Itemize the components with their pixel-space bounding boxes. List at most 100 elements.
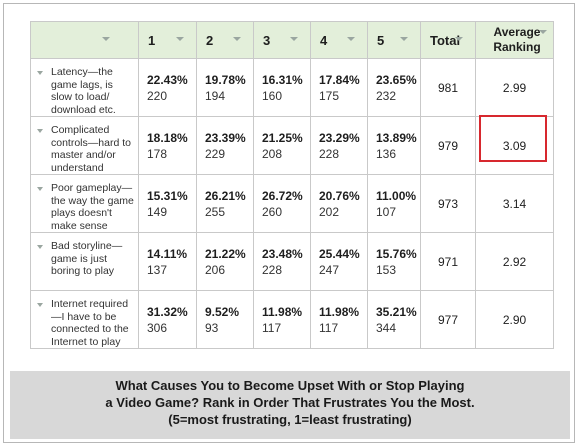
row-label: Bad storyline—game is just boring to pla…: [51, 240, 123, 277]
rank-percent: 23.65%: [376, 72, 417, 87]
sort-caret-icon[interactable]: [400, 37, 408, 41]
header-col-4-label: 4: [320, 32, 328, 48]
rank-count: 247: [319, 262, 340, 277]
rank-count: 202: [319, 204, 340, 219]
average-ranking-cell: 3.09: [475, 115, 554, 175]
table-row: Bad storyline—game is just boring to pla…: [30, 232, 554, 291]
table-row: Latency—the game lags, is slow to load/ …: [30, 58, 554, 117]
header-average-label: Average Ranking: [493, 25, 541, 54]
row-label: Internet required—I have to be connected…: [51, 298, 129, 348]
rank-cell: 11.00% 107: [367, 174, 421, 233]
row-label: Poor gameplay—the way the game plays doe…: [51, 182, 134, 232]
rank-percent: 26.21%: [205, 188, 246, 203]
header-col-5-label: 5: [377, 32, 385, 48]
chart-caption: What Causes You to Become Upset With or …: [10, 371, 570, 439]
header-col-1[interactable]: 1: [138, 21, 197, 59]
rank-cell: 13.89% 136: [367, 116, 421, 175]
header-col-2-label: 2: [206, 32, 214, 48]
rank-percent: 13.89%: [376, 130, 417, 145]
total-cell: 979: [420, 116, 476, 175]
caption-line-3: (5=most frustrating, 1=least frustrating…: [168, 412, 412, 427]
rank-percent: 25.44%: [319, 246, 360, 261]
header-label-column[interactable]: [30, 21, 139, 59]
rank-cell: 23.29% 228: [310, 116, 368, 175]
header-row: 1 2 3 4 5 Total Average Ranking: [30, 21, 554, 59]
header-col-5[interactable]: 5: [367, 21, 421, 59]
sort-caret-icon[interactable]: [539, 30, 547, 34]
rank-percent: 20.76%: [319, 188, 360, 203]
row-label: Complicated controls—hard to master and/…: [51, 124, 131, 174]
rank-percent: 23.29%: [319, 130, 360, 145]
sort-caret-icon[interactable]: [455, 37, 463, 41]
row-label-cell: Internet required—I have to be connected…: [30, 290, 139, 349]
rank-percent: 31.32%: [147, 304, 188, 319]
row-caret-icon[interactable]: [37, 71, 43, 75]
rank-percent: 17.84%: [319, 72, 360, 87]
rank-count: 228: [319, 146, 340, 161]
rank-count: 194: [205, 88, 226, 103]
survey-table: 1 2 3 4 5 Total Average Ranking Latency—…: [30, 21, 554, 349]
header-average-ranking[interactable]: Average Ranking: [475, 21, 554, 59]
rank-count: 137: [147, 262, 168, 277]
header-col-3[interactable]: 3: [253, 21, 311, 59]
average-ranking-cell: 2.99: [475, 58, 554, 117]
rank-cell: 14.11% 137: [138, 232, 197, 291]
caption-line-2: a Video Game? Rank in Order That Frustra…: [105, 395, 475, 410]
rank-cell: 19.78% 194: [196, 58, 254, 117]
sort-caret-icon[interactable]: [233, 37, 241, 41]
header-col-1-label: 1: [148, 32, 156, 48]
rank-count: 93: [205, 320, 219, 335]
sort-caret-icon[interactable]: [102, 37, 110, 41]
table-row: Internet required—I have to be connected…: [30, 290, 554, 349]
rank-cell: 25.44% 247: [310, 232, 368, 291]
rank-percent: 11.98%: [262, 304, 303, 319]
rank-cell: 35.21% 344: [367, 290, 421, 349]
rank-count: 306: [147, 320, 168, 335]
sort-caret-icon[interactable]: [176, 37, 184, 41]
average-ranking-value: 2.92: [502, 254, 527, 269]
sort-caret-icon[interactable]: [347, 37, 355, 41]
rank-cell: 23.48% 228: [253, 232, 311, 291]
average-ranking-value: 3.14: [502, 196, 527, 211]
rank-percent: 9.52%: [205, 304, 240, 319]
header-total[interactable]: Total: [420, 21, 476, 59]
rank-cell: 11.98% 117: [310, 290, 368, 349]
rank-count: 107: [376, 204, 397, 219]
sort-caret-icon[interactable]: [290, 37, 298, 41]
rank-percent: 35.21%: [376, 304, 417, 319]
rank-cell: 15.31% 149: [138, 174, 197, 233]
rank-count: 206: [205, 262, 226, 277]
rank-cell: 26.72% 260: [253, 174, 311, 233]
rank-count: 136: [376, 146, 397, 161]
table-row: Poor gameplay—the way the game plays doe…: [30, 174, 554, 233]
rank-count: 208: [262, 146, 283, 161]
rank-count: 153: [376, 262, 397, 277]
rank-cell: 18.18% 178: [138, 116, 197, 175]
rank-percent: 22.43%: [147, 72, 188, 87]
rank-percent: 26.72%: [262, 188, 303, 203]
row-caret-icon[interactable]: [37, 245, 43, 249]
rank-count: 255: [205, 204, 226, 219]
row-caret-icon[interactable]: [37, 303, 43, 307]
row-caret-icon[interactable]: [37, 187, 43, 191]
average-ranking-cell: 2.92: [475, 232, 554, 291]
rank-count: 178: [147, 146, 168, 161]
header-col-2[interactable]: 2: [196, 21, 254, 59]
rank-percent: 23.39%: [205, 130, 246, 145]
rank-cell: 9.52% 93: [196, 290, 254, 349]
header-col-4[interactable]: 4: [310, 21, 368, 59]
rank-cell: 20.76% 202: [310, 174, 368, 233]
average-ranking-cell: 3.14: [475, 174, 554, 233]
rank-count: 160: [262, 88, 283, 103]
rank-count: 229: [205, 146, 226, 161]
rank-count: 344: [376, 320, 397, 335]
total-cell: 977: [420, 290, 476, 349]
row-label: Latency—the game lags, is slow to load/ …: [51, 66, 116, 116]
average-ranking-value: 2.90: [502, 312, 527, 327]
rank-percent: 11.98%: [319, 304, 360, 319]
rank-cell: 23.39% 229: [196, 116, 254, 175]
rank-percent: 15.31%: [147, 188, 188, 203]
table-row: Complicated controls—hard to master and/…: [30, 115, 554, 175]
row-caret-icon[interactable]: [37, 129, 43, 133]
rank-percent: 21.25%: [262, 130, 303, 145]
